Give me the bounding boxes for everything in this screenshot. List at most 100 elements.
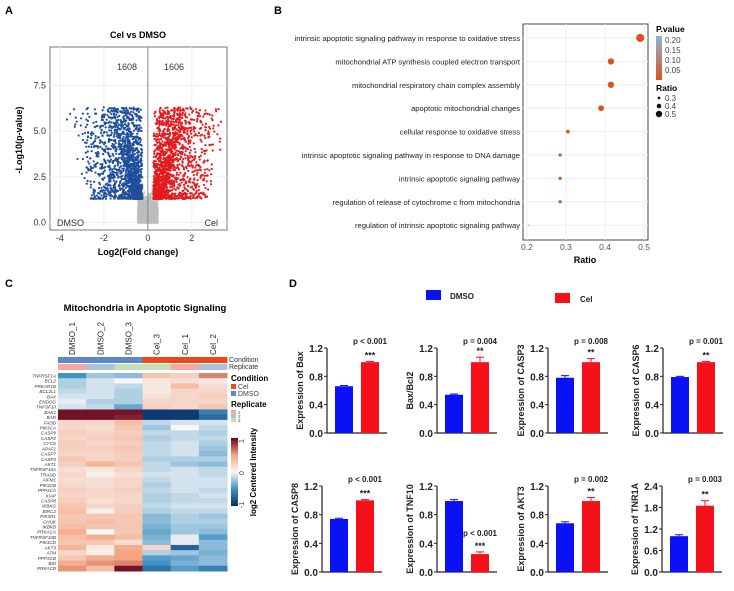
volcano-point-down	[125, 136, 128, 139]
heatmap-cell	[198, 461, 228, 468]
volcano-point-down	[106, 187, 109, 190]
volcano-point-up	[172, 167, 175, 170]
volcano-point-down	[91, 142, 95, 145]
heatmap-cell	[198, 430, 228, 437]
volcano-point-up	[186, 129, 189, 132]
volcano-point-ns	[155, 204, 158, 207]
heatmap-cell	[142, 456, 172, 463]
heatmap-cell	[58, 451, 87, 457]
heatmap-cell	[86, 383, 115, 390]
condition-cell	[142, 357, 172, 363]
volcano-point-down	[118, 114, 121, 117]
volcano-point-down	[112, 167, 116, 170]
heatmap-cell	[142, 477, 172, 483]
volcano-point-up	[173, 126, 176, 129]
volcano-point-up	[157, 186, 160, 189]
volcano-point-up	[206, 188, 210, 191]
volcano-point-up	[168, 176, 171, 179]
volcano-point-down	[106, 108, 109, 112]
volcano-point-down	[122, 116, 125, 119]
volcano-point-up	[194, 185, 198, 189]
volcano-point-down	[101, 118, 105, 122]
volcano-point-up	[167, 181, 170, 184]
heatmap-cell	[86, 404, 115, 410]
size-legend-dot	[657, 96, 661, 100]
volcano-point-down	[127, 124, 130, 127]
volcano-point-ns	[136, 208, 140, 211]
volcano-point-up	[178, 143, 181, 146]
heatmap-cell	[170, 378, 200, 384]
volcano-point-up	[174, 131, 177, 134]
volcano-point-ns	[154, 207, 157, 210]
volcano-point-up	[180, 138, 183, 141]
volcano-point-up	[152, 194, 155, 197]
volcano-point-up	[152, 132, 156, 135]
volcano-point-up	[172, 140, 175, 144]
volcano-point-up	[163, 167, 166, 170]
volcano-point-down	[86, 150, 89, 153]
volcano-point-down	[138, 142, 141, 146]
volcano-point-up	[214, 108, 218, 111]
legend-size-title: Ratio	[656, 83, 677, 93]
volcano-point-up	[186, 133, 189, 136]
heatmap-cell	[86, 425, 115, 431]
volcano-point-up	[160, 154, 163, 157]
heatmap-cell	[58, 425, 87, 431]
volcano-point-up	[175, 171, 178, 174]
volcano-point-up	[158, 111, 162, 114]
annotation-label: Condition	[229, 357, 259, 364]
volcano-point-up	[176, 117, 179, 120]
volcano-point-down	[122, 177, 125, 181]
volcano-point-down	[88, 168, 92, 171]
volcano-point-down	[110, 112, 113, 116]
volcano-point-up	[174, 166, 178, 169]
volcano-point-up	[158, 167, 161, 170]
heatmap-cell	[142, 404, 172, 410]
volcano-point-up	[153, 181, 156, 184]
volcano-point-up	[204, 186, 207, 190]
heatmap-cell	[198, 378, 228, 384]
volcano-point-up	[165, 178, 168, 181]
volcano-point-up	[207, 133, 210, 136]
volcano-point-down	[132, 129, 135, 132]
volcano-point-ns	[151, 202, 154, 205]
volcano-point-up	[167, 119, 170, 122]
volcano-point-up	[198, 155, 201, 159]
volcano-point-down	[94, 112, 98, 115]
heatmap-cell	[58, 472, 87, 478]
heatmap-cell	[198, 414, 228, 421]
volcano-point-up	[176, 113, 179, 117]
volcano-point-down	[122, 155, 125, 158]
volcano-point-up	[169, 138, 172, 141]
volcano-point-down	[114, 181, 117, 184]
heatmap-cell	[114, 378, 143, 384]
volcano-point-down	[117, 176, 120, 179]
volcano-point-up	[203, 168, 206, 171]
volcano-point-down	[107, 126, 110, 129]
volcano-point-down	[133, 168, 136, 171]
volcano-point-ns	[137, 201, 140, 204]
heatmap-cell	[86, 461, 115, 468]
volcano-point-up	[157, 156, 161, 160]
volcano-point-ns	[156, 212, 159, 215]
volcano-point-up	[177, 159, 180, 162]
volcano-point-down	[94, 137, 97, 140]
volcano-point-ns	[151, 207, 154, 210]
dot	[558, 200, 562, 204]
category-label: regulation of release of cytochrome c fr…	[333, 198, 521, 207]
volcano-point-down	[101, 134, 104, 137]
volcano-point-up	[181, 125, 184, 128]
volcano-point-down	[83, 131, 87, 134]
volcano-point-down	[93, 189, 96, 192]
volcano-point-up	[199, 134, 202, 137]
volcano-point-up	[187, 180, 190, 183]
volcano-point-up	[209, 180, 212, 183]
heatmap-cell	[142, 399, 172, 405]
volcano-point-up	[170, 109, 173, 112]
volcano-point-up	[184, 157, 187, 160]
heatmap-cell	[86, 378, 115, 384]
volcano-point-up	[208, 169, 211, 172]
volcano-point-down	[109, 173, 112, 176]
heatmap-cell	[170, 419, 200, 426]
volcano-point-down	[109, 167, 112, 170]
